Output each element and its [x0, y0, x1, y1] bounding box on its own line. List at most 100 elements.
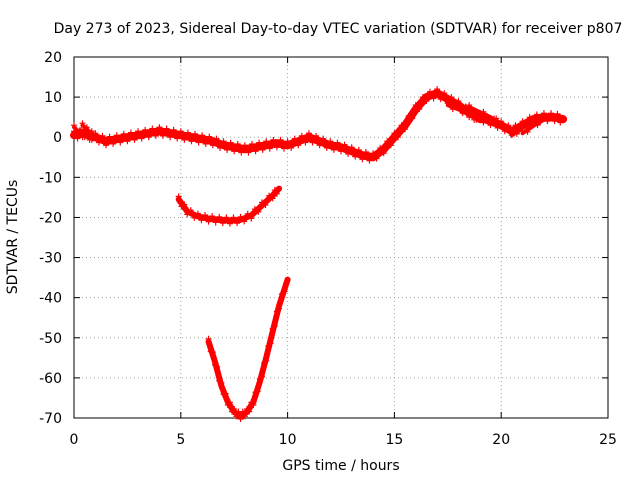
series-main-band-point	[184, 129, 191, 136]
series-main-band-point	[309, 139, 316, 146]
series-main-band-point	[284, 138, 291, 145]
series-main-band-point	[430, 95, 437, 102]
series-lower-arc-point	[262, 202, 269, 209]
branch-4-point	[79, 134, 86, 141]
series-main-band-point	[120, 130, 127, 137]
series-deep-arc-point	[218, 379, 225, 386]
series-main-band-point	[192, 130, 199, 137]
data-layer	[70, 86, 568, 422]
series-main-band	[70, 89, 568, 162]
series-main-band-point	[394, 134, 401, 141]
branch-3-point	[480, 108, 487, 115]
series-main-band-point	[448, 94, 455, 101]
series-lower-arc-point	[241, 218, 248, 225]
series-main-band-point	[110, 140, 117, 147]
series-main-band-point	[202, 140, 209, 147]
series-deep-arc-point	[271, 323, 278, 330]
series-lower-arc-point	[230, 214, 237, 221]
branch-5-point	[83, 124, 90, 131]
series-main-band-point	[441, 90, 448, 97]
branch-2-point	[459, 110, 466, 117]
series-lower-arc-point	[237, 213, 244, 220]
series-main-band-point	[142, 126, 149, 133]
branch-5-point	[79, 120, 86, 127]
plot-frame	[73, 56, 609, 419]
series-lower-arc-point	[212, 219, 219, 226]
series-lower-arc-point	[226, 220, 233, 227]
series-main-band-point	[384, 138, 391, 145]
branch-3-point	[487, 116, 494, 123]
series-lower-arc-point	[198, 217, 205, 224]
series-main-band-point	[249, 140, 255, 147]
branch-3-point	[493, 115, 500, 122]
series-main-band-point	[295, 142, 302, 149]
series-main-band-point	[434, 86, 441, 93]
series-main-band-point	[138, 135, 145, 142]
series-main-band-point	[416, 106, 423, 113]
series-deep-arc-point	[267, 340, 274, 347]
series-main-band-point	[231, 148, 238, 155]
series-main-band-point	[551, 118, 558, 125]
series-lower-arc-point	[248, 215, 255, 222]
series-main-band-point	[209, 142, 216, 149]
series-main-band-point	[557, 119, 564, 126]
y-tick-label: -60	[39, 371, 62, 387]
branch-2-point	[449, 106, 456, 113]
x-tick-label: 10	[279, 432, 297, 448]
y-tick-label: -40	[39, 291, 62, 307]
branch-1-point	[544, 116, 551, 123]
branch-0-point	[513, 130, 520, 137]
series-main-band-point	[370, 150, 377, 157]
series-main-band-point	[348, 144, 355, 151]
series-main-band-point	[302, 139, 309, 146]
branch-0-point	[518, 123, 525, 130]
series-main-band-point	[170, 126, 177, 133]
series-main-band-point	[427, 88, 433, 95]
branch-0-point	[508, 130, 515, 137]
series-main-band-point	[167, 134, 174, 141]
series-main-band-point	[409, 115, 416, 122]
series-main-band-point	[245, 149, 252, 156]
series-lower-arc-point	[216, 213, 223, 220]
branch-2-point	[444, 100, 451, 107]
series-main-band-point	[540, 110, 547, 117]
series-lower-arc-point	[202, 211, 209, 218]
series-lower-arc-point	[258, 199, 265, 206]
branch-4-point	[76, 127, 83, 134]
series-main-band-point	[338, 148, 344, 155]
series-main-band-point	[277, 136, 284, 143]
series-main-band-point	[533, 111, 540, 118]
series-deep-arc-point	[281, 288, 288, 295]
series-main-band-point	[341, 141, 348, 148]
series-main-band-point	[391, 130, 398, 137]
series-deep-arc-point	[237, 415, 244, 422]
series-deep-arc-point	[250, 401, 257, 408]
ticks-layer: 0 5 10 15 20 25 20 10 0 -10 -20 -30 -40 -50 -60 -70	[39, 50, 617, 448]
series-main-band-point	[135, 128, 142, 135]
series-main-band-point	[206, 133, 213, 140]
series-main-band-point	[412, 102, 419, 109]
x-axis-label: GPS time / hours	[282, 458, 399, 474]
series-main-band-point	[263, 138, 270, 145]
series-lower-arc-point	[175, 193, 182, 200]
y-tick-label: -70	[39, 411, 62, 427]
branch-3-point	[466, 102, 473, 109]
branch-1-point	[534, 122, 541, 129]
series-main-band-point	[149, 125, 156, 132]
series-main-band-point	[177, 128, 184, 135]
series-deep-arc-point	[214, 363, 221, 370]
series-main-band-point	[273, 144, 280, 151]
branch-4-point	[71, 122, 77, 129]
y-tick-label: 0	[53, 130, 62, 146]
branch-1-point	[539, 115, 546, 122]
series-main-band-point	[227, 139, 234, 146]
series-main-band-point	[398, 122, 405, 129]
series-main-band-point	[526, 114, 533, 121]
series-main-band-point	[291, 135, 298, 142]
series-main-band-point	[216, 144, 223, 151]
series-lower-arc-point	[181, 201, 188, 208]
series-main-band-point	[405, 112, 412, 119]
series-lower-arc-point	[273, 190, 280, 197]
x-tick-label: 5	[176, 432, 185, 448]
